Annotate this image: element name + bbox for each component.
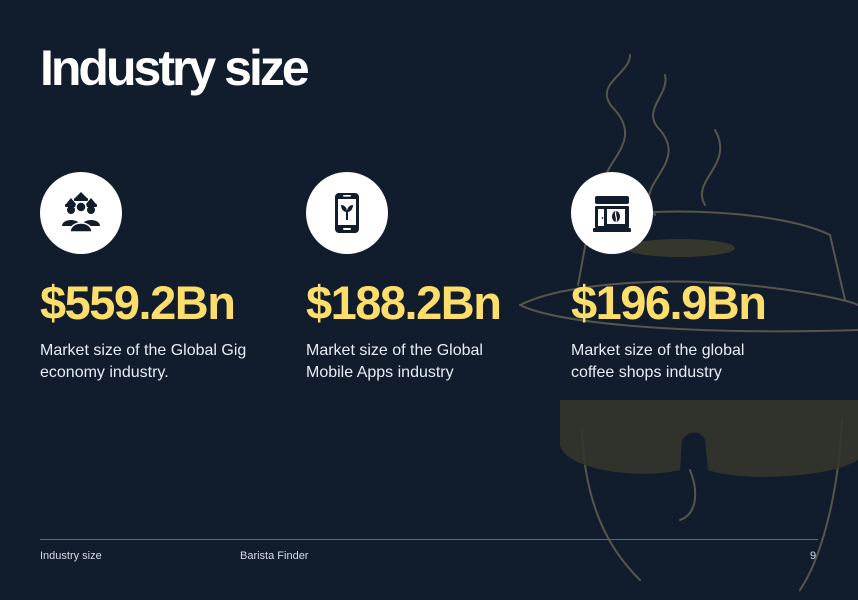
stat-description-line: Mobile Apps industry — [306, 364, 454, 381]
footer-section-label: Industry size — [40, 550, 102, 562]
stat-description-line: Market size of the Global — [306, 342, 483, 359]
stat-value: $559.2Bn — [40, 276, 236, 329]
slide-title: Industry size — [40, 40, 310, 96]
stat-description-line: Market size of the global — [571, 342, 745, 359]
stat-card-coffee-shops: $196.9Bn Market size of the global coffe… — [571, 172, 811, 384]
stat-description-line: Market size of the Global Gig — [40, 342, 247, 359]
stat-description: Market size of the global coffee shops i… — [571, 340, 811, 384]
footer-project-name: Barista Finder — [240, 550, 309, 562]
page-number: 9 — [810, 550, 817, 562]
stat-description-line: economy industry. — [40, 364, 169, 381]
coffee-shop-icon — [593, 196, 631, 232]
stat-card-mobile-apps: $188.2Bn Market size of the Global Mobil… — [306, 172, 546, 384]
stat-description: Market size of the Global Gig economy in… — [40, 340, 280, 384]
stat-description: Market size of the Global Mobile Apps in… — [306, 340, 546, 384]
stat-value: $196.9Bn — [571, 276, 767, 329]
mobile-app-icon — [335, 193, 359, 233]
icon-badge — [40, 172, 122, 254]
stat-description-line: coffee shops industry — [571, 364, 722, 381]
icon-badge — [571, 172, 653, 254]
footer-divider — [40, 539, 818, 540]
workers-group-icon — [62, 192, 100, 233]
icon-badge — [306, 172, 388, 254]
stat-card-gig-economy: $559.2Bn Market size of the Global Gig e… — [40, 172, 280, 384]
stat-value: $188.2Bn — [306, 276, 502, 329]
